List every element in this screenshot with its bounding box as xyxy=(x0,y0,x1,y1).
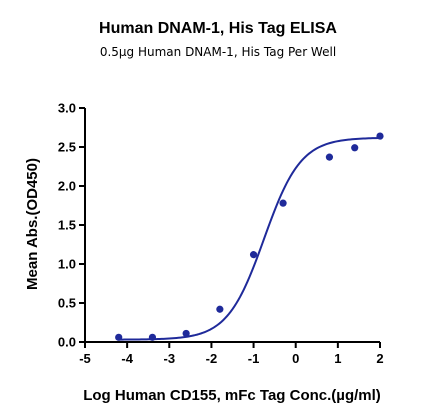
y-tick-label: 2.0 xyxy=(58,179,76,194)
data-point xyxy=(279,199,287,207)
y-axis-label: Mean Abs.(OD450) xyxy=(24,158,41,290)
y-tick-label: 0.5 xyxy=(58,296,76,311)
data-point xyxy=(325,153,334,161)
chart-subtitle: 0.5µg Human DNAM-1, His Tag Per Well xyxy=(100,45,336,59)
data-point xyxy=(249,251,258,259)
fit-curve xyxy=(118,137,381,341)
y-tick-label: 1.5 xyxy=(58,218,76,233)
y-tick-label: 3.0 xyxy=(58,101,76,116)
chart-title: Human DNAM-1, His Tag ELISA xyxy=(99,20,337,37)
x-axis-label: Log Human CD155, mFc Tag Conc.(µg/ml) xyxy=(83,387,381,404)
y-tick-label: 2.5 xyxy=(58,140,76,155)
x-tick-label: 1 xyxy=(334,351,341,366)
y-tick-label: 0.0 xyxy=(58,335,76,350)
x-tick-label: -4 xyxy=(121,351,133,366)
y-tick-label: 1.0 xyxy=(58,257,76,272)
x-tick-label: -3 xyxy=(164,351,176,366)
x-tick-label: -1 xyxy=(248,351,260,366)
x-tick-label: -5 xyxy=(79,351,91,366)
plot-area: -5 -4 -3 -2 -1 0 1 2 0.0 0.5 1.0 1.5 2.0 2.5 3.0 xyxy=(58,101,384,367)
data-point xyxy=(115,333,123,341)
x-tick-label: 2 xyxy=(376,351,383,366)
x-tick-label: 0 xyxy=(292,351,299,366)
data-point xyxy=(216,305,224,313)
x-tick-label: -2 xyxy=(206,351,218,366)
data-point xyxy=(351,144,359,152)
data-point xyxy=(376,132,384,140)
data-point xyxy=(148,333,157,341)
data-point xyxy=(182,329,190,338)
